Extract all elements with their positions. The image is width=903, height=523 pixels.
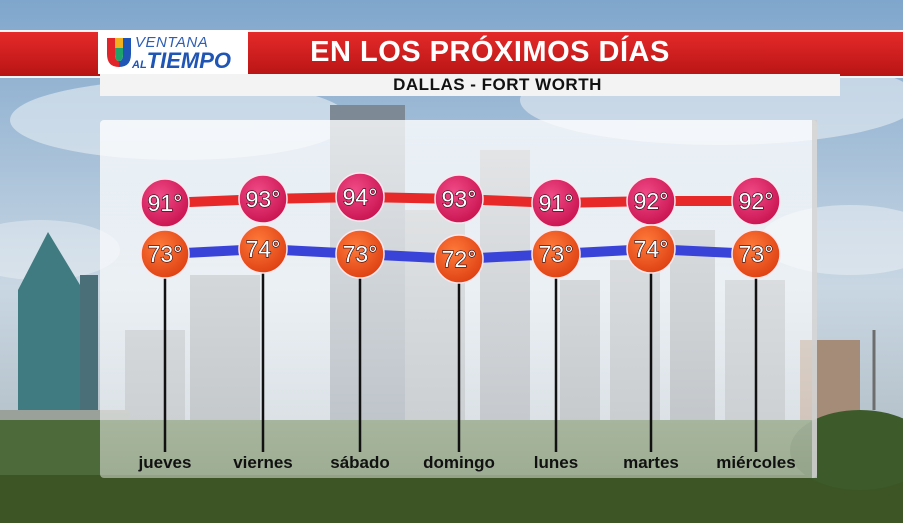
logo-text-altiempo: ALTIEMPO bbox=[132, 48, 232, 73]
location-bar bbox=[100, 74, 840, 96]
high-temp-label: 94° bbox=[343, 184, 378, 210]
low-temp-label: 72° bbox=[442, 246, 477, 272]
low-temp-label: 73° bbox=[539, 241, 574, 267]
high-temp-label: 93° bbox=[442, 186, 477, 212]
day-label: viernes bbox=[233, 453, 293, 472]
low-temp-point bbox=[140, 229, 190, 279]
day-label: miércoles bbox=[716, 453, 795, 472]
high-temp-point bbox=[238, 174, 288, 224]
day-label: jueves bbox=[138, 453, 192, 472]
low-temp-point bbox=[335, 229, 385, 279]
high-temp-label: 91° bbox=[148, 190, 183, 216]
day-label: martes bbox=[623, 453, 679, 472]
chart-panel-edge bbox=[812, 120, 817, 478]
low-temp-label: 74° bbox=[634, 236, 669, 262]
low-temp-point bbox=[238, 224, 288, 274]
low-temp-point bbox=[531, 229, 581, 279]
low-temp-label: 73° bbox=[343, 241, 378, 267]
high-temp-point bbox=[731, 176, 781, 226]
low-temp-point bbox=[731, 229, 781, 279]
low-temp-point bbox=[626, 224, 676, 274]
high-temp-point bbox=[434, 174, 484, 224]
high-temp-label: 92° bbox=[634, 188, 669, 214]
high-temp-label: 93° bbox=[246, 186, 281, 212]
high-temp-label: 92° bbox=[739, 188, 774, 214]
brand-logo: VENTANA ALTIEMPO bbox=[98, 30, 248, 74]
low-temp-point bbox=[434, 234, 484, 284]
location-label: DALLAS - FORT WORTH bbox=[393, 75, 602, 94]
day-labels: jueves viernes sábado domingo lunes martes mié… bbox=[138, 453, 796, 472]
low-temp-label: 74° bbox=[246, 236, 281, 262]
day-stems bbox=[163, 249, 758, 452]
temperature-markers: 91° 93° 94° 93° 91° 92° 92° 73° 74° 73° 72° 73° 74° 7… bbox=[140, 172, 781, 284]
high-temp-point bbox=[531, 178, 581, 228]
high-temp-point bbox=[140, 178, 190, 228]
page-title: EN LOS PRÓXIMOS DÍAS bbox=[310, 36, 670, 68]
low-temp-label: 73° bbox=[739, 241, 774, 267]
high-temp-label: 91° bbox=[539, 190, 574, 216]
day-label: sábado bbox=[330, 453, 390, 472]
univision-logo-icon bbox=[107, 38, 131, 67]
day-label: lunes bbox=[534, 453, 578, 472]
low-temp-label: 73° bbox=[148, 241, 183, 267]
logo-text-ventana: VENTANA bbox=[135, 34, 209, 51]
day-label: domingo bbox=[423, 453, 495, 472]
high-temp-point bbox=[335, 172, 385, 222]
